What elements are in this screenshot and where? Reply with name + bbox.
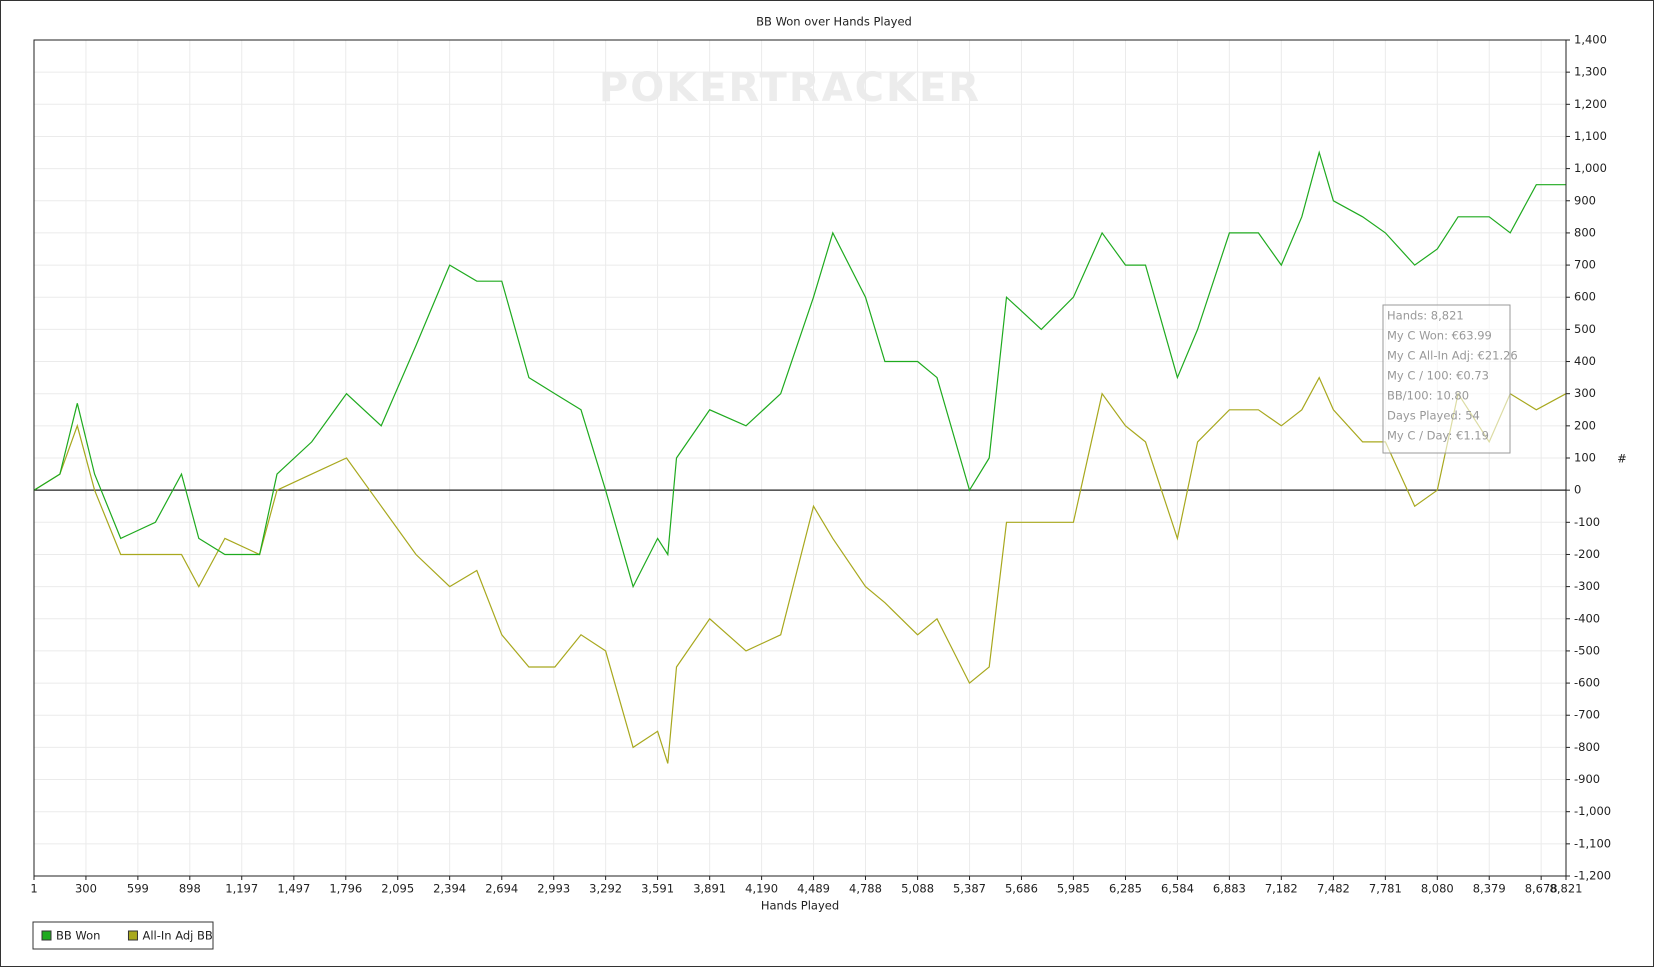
x-tick-label: 8,821 [1550,882,1583,896]
x-tick-label: 6,584 [1161,882,1194,896]
x-tick-label: 4,489 [797,882,830,896]
tooltip-line: Days Played: 54 [1387,409,1480,423]
y-tick-label: -900 [1574,772,1600,786]
y-tick-label: 100 [1574,451,1596,465]
y-tick-label: 400 [1574,354,1596,368]
x-tick-label: 8,379 [1473,882,1506,896]
x-tick-label: 6,285 [1109,882,1142,896]
tooltip-line: My C / Day: €1.19 [1387,429,1489,443]
x-tick-label: 5,686 [1005,882,1038,896]
y-tick-label: -800 [1574,740,1600,754]
y-tick-label: 900 [1574,193,1596,207]
watermark: POKERTRACKER [599,65,981,111]
y-tick-label: -200 [1574,547,1600,561]
x-tick-label: 1,497 [277,882,310,896]
tooltip-line: My C Won: €63.99 [1387,329,1492,343]
x-tick-label: 7,482 [1317,882,1350,896]
y-tick-label: 500 [1574,322,1596,336]
y-tick-label: -100 [1574,515,1600,529]
y-tick-label: 300 [1574,386,1596,400]
y-tick-label: 200 [1574,418,1596,432]
tooltip: Hands: 8,821 My C Won: €63.99 My C All-In … [1382,304,1518,454]
y-tick-label: 700 [1574,258,1596,272]
x-tick-label: 4,190 [745,882,778,896]
x-tick-label: 8,080 [1421,882,1454,896]
x-tick-label: 7,781 [1369,882,1402,896]
x-tick-label: 3,292 [589,882,622,896]
x-tick-label: 5,088 [901,882,934,896]
x-tick-label: 4,788 [849,882,882,896]
y-tick-label: 800 [1574,225,1596,239]
x-tick-label: 8,678 [1525,882,1558,896]
x-tick-label: 2,394 [433,882,466,896]
x-tick-label: 6,883 [1213,882,1246,896]
y-tick-label: 600 [1574,290,1596,304]
y-tick-label: -1,000 [1574,804,1611,818]
y-tick-label: -300 [1574,579,1600,593]
y-axis-label: # [1617,452,1627,466]
x-tick-label: 300 [75,882,97,896]
x-tick-label: 599 [127,882,149,896]
x-axis-label: Hands Played [761,899,839,913]
x-tick-label: 2,993 [537,882,570,896]
legend-label: BB Won [56,929,100,943]
x-tick-label: 5,387 [953,882,986,896]
ticks: -1,200 -1,100 -1,000 -900 -800 -700 -600 -500 -4… [30,33,1611,896]
y-tick-label: 1,200 [1574,97,1607,111]
series-line [33,376,1567,764]
legend-label: All-In Adj BB [142,929,212,943]
y-tick-label: -1,200 [1574,869,1611,883]
legend-box [32,921,214,950]
grid [33,39,1567,877]
y-tick-label: 1,100 [1574,129,1607,143]
tooltip-line: My C All-In Adj: €21.26 [1387,349,1518,363]
y-tick-label: -700 [1574,708,1600,722]
y-tick-label: 1,300 [1574,65,1607,79]
x-tick-label: 1 [30,882,37,896]
legend-swatch [41,930,52,941]
tooltip-line: Hands: 8,821 [1387,309,1464,323]
y-tick-label: -400 [1574,611,1600,625]
legend-swatch [127,930,138,941]
chart-title: BB Won over Hands Played [756,15,912,29]
y-tick-label: 1,000 [1574,161,1607,175]
legend: BB Won All-In Adj BB [32,921,214,950]
x-tick-label: 2,095 [381,882,414,896]
y-tick-label: -500 [1574,643,1600,657]
tooltip-line: BB/100: 10.80 [1387,389,1469,403]
series-line [33,150,1566,589]
x-tick-label: 898 [179,882,201,896]
plot [33,150,1567,764]
y-tick-label: -600 [1574,676,1600,690]
x-tick-label: 1,796 [329,882,362,896]
x-tick-label: 3,891 [693,882,726,896]
x-tick-label: 5,985 [1057,882,1090,896]
x-tick-label: 7,182 [1265,882,1298,896]
y-tick-label: 1,400 [1574,33,1607,47]
x-tick-label: 1,197 [225,882,258,896]
y-tick-label: 0 [1574,483,1581,497]
tooltip-line: My C / 100: €0.73 [1387,369,1489,383]
y-tick-label: -1,100 [1574,836,1611,850]
tooltip-box [1382,304,1511,454]
x-tick-label: 3,591 [641,882,674,896]
x-tick-label: 2,694 [485,882,518,896]
